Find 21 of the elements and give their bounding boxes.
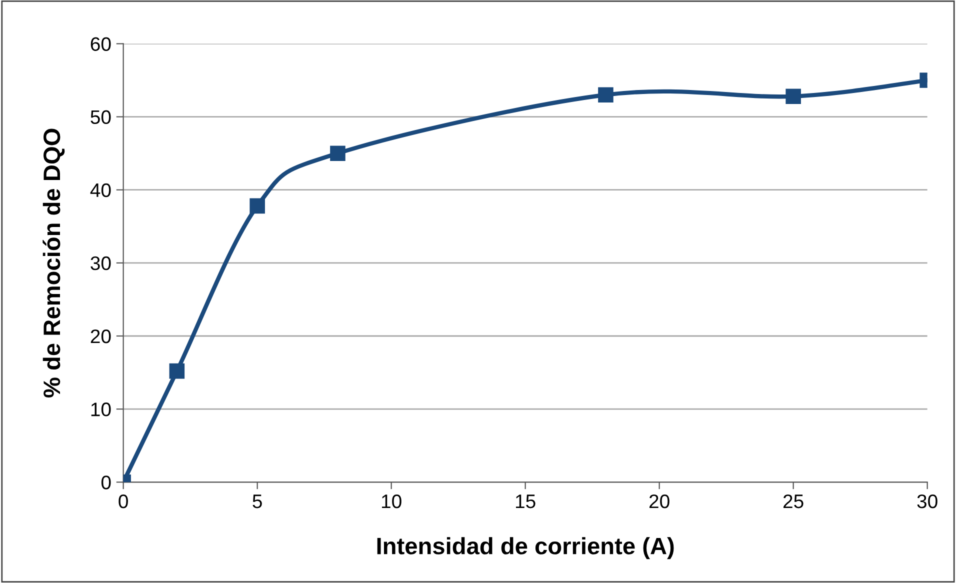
point [250, 198, 265, 214]
x-tick-label: 0 [118, 494, 128, 508]
y-tick-label: 10 [91, 402, 111, 416]
point [169, 363, 185, 379]
x-tick-label: 25 [783, 494, 804, 508]
y-tick-label: 60 [90, 37, 111, 51]
y-tick-label: 20 [90, 329, 111, 344]
x-axis-title: Intensidad de corriente (A) [377, 537, 674, 560]
x-tick-label: 10 [382, 494, 402, 508]
x-tick-label: 15 [516, 494, 536, 508]
point [330, 146, 346, 161]
y-tick-label: 30 [90, 256, 111, 270]
y-tick-label: 50 [90, 110, 111, 124]
y-axis-title: % de Remoción de DQO [42, 128, 65, 398]
point [786, 88, 801, 104]
y-tick-label: 40 [90, 183, 111, 198]
point [598, 87, 614, 103]
x-tick-label: 30 [917, 494, 938, 508]
x-tick-label: 20 [649, 494, 670, 508]
x-tick-label: 5 [252, 494, 262, 508]
y-tick-label: 0 [101, 476, 111, 490]
